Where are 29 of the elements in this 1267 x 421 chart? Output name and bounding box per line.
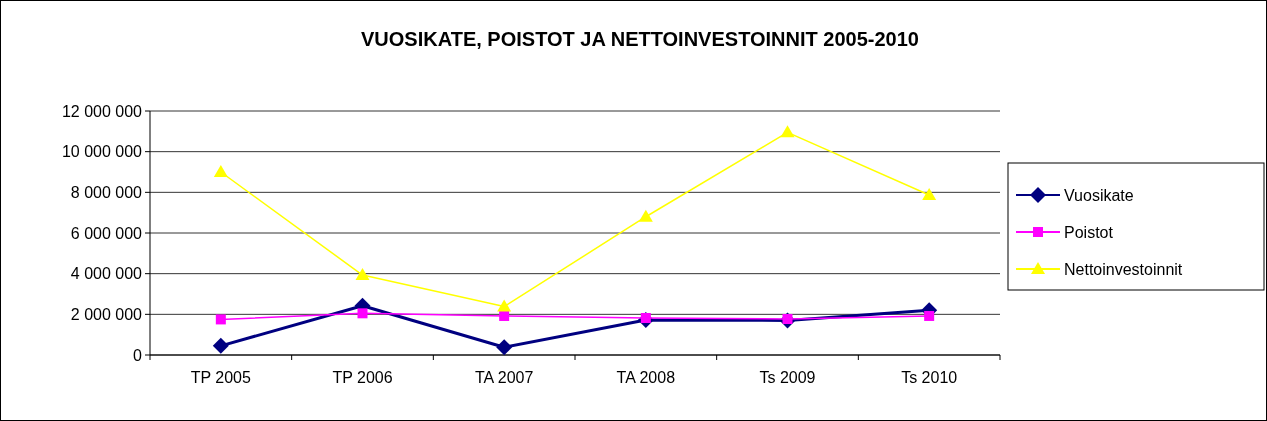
y-tick-label: 0 <box>133 346 143 364</box>
legend-label: Poistot <box>1064 223 1114 241</box>
point <box>924 310 935 321</box>
y-tick-label: 6 000 000 <box>70 224 143 242</box>
x-tick-label: Ts 2010 <box>901 369 958 386</box>
x-tick-label: TA 2007 <box>474 369 534 386</box>
y-tick-label: 12 000 000 <box>61 102 143 120</box>
y-tick-label: 8 000 000 <box>70 183 143 201</box>
x-tick-label: TP 2006 <box>332 369 393 386</box>
point <box>499 310 510 321</box>
point <box>215 314 226 325</box>
point <box>780 125 795 138</box>
x-tick-label: TA 2008 <box>616 369 676 386</box>
point <box>497 299 512 312</box>
y-tick-label: 4 000 000 <box>70 265 143 283</box>
point <box>212 337 229 354</box>
point <box>638 209 653 222</box>
x-tick-label: TP 2005 <box>190 369 252 386</box>
legend-label: Nettoinvestoinnit <box>1064 260 1183 278</box>
point <box>496 339 513 356</box>
y-tick-label: 2 000 000 <box>70 305 143 323</box>
point <box>355 268 370 281</box>
x-tick-label: Ts 2009 <box>759 369 816 386</box>
legend-label: Vuosikate <box>1064 186 1134 204</box>
point <box>213 165 228 177</box>
chart-title: VUOSIKATE, POISTOT JA NETTOINVESTOINNIT 2005-2010 <box>361 28 919 50</box>
y-tick-label: 10 000 000 <box>61 143 143 161</box>
point <box>922 187 937 200</box>
point <box>357 308 368 319</box>
